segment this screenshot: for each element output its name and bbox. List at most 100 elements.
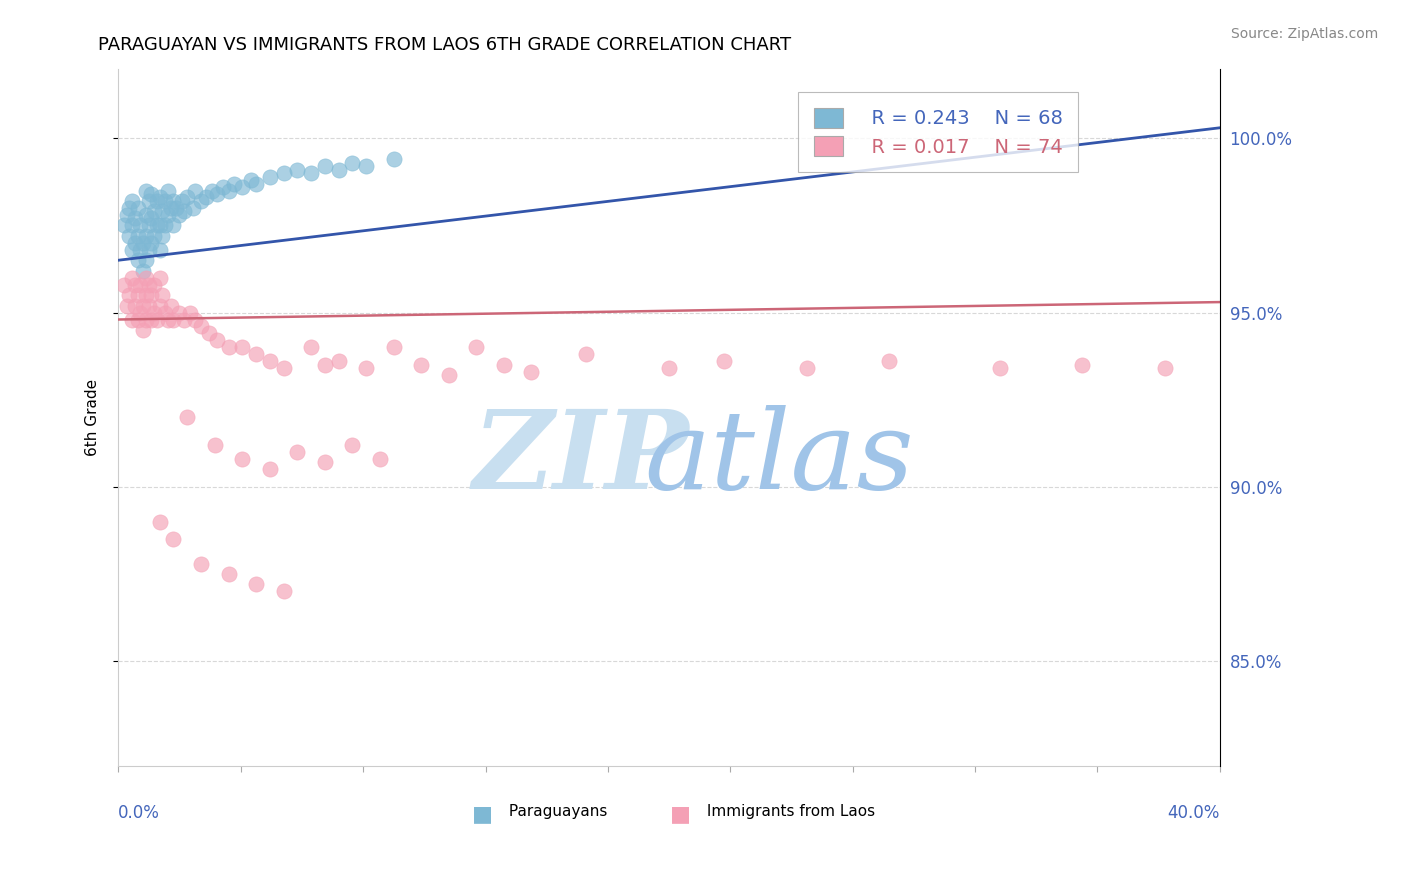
Point [195,190,218,204]
Point [173,204,195,219]
Point [1071,358,1094,372]
Point [118,201,141,215]
Point [259,354,281,368]
Point [115,299,138,313]
Point [153,194,176,208]
Point [167,305,190,319]
Point [382,340,405,354]
Point [1153,361,1175,376]
Point [149,270,172,285]
Point [162,312,184,326]
Point [207,334,229,348]
Point [121,243,143,257]
Text: Immigrants from Laos: Immigrants from Laos [702,804,876,819]
Point [143,204,166,219]
Point [342,438,364,452]
Legend:   R = 0.243    N = 68,   R = 0.017    N = 74: R = 0.243 N = 68, R = 0.017 N = 74 [799,92,1078,172]
Point [314,358,336,372]
Point [152,288,174,302]
Point [124,235,146,250]
Point [207,187,229,202]
Point [153,305,176,319]
Point [190,557,212,571]
Point [156,184,179,198]
Point [143,277,166,292]
Text: Paraguayans: Paraguayans [503,804,607,819]
Point [285,445,308,459]
Point [492,358,515,372]
Point [713,354,735,368]
Point [129,277,152,292]
Point [354,159,377,173]
Point [314,455,336,469]
Point [149,515,172,529]
Point [342,155,364,169]
Point [162,219,184,233]
Point [112,277,135,292]
Point [218,184,240,198]
Point [245,577,267,591]
Point [299,166,322,180]
Point [231,452,253,467]
Point [285,162,308,177]
Point [314,159,336,173]
Point [273,166,295,180]
Point [132,323,155,337]
Point [273,584,295,599]
Text: 0.0%: 0.0% [118,804,160,822]
Point [201,184,224,198]
Point [149,243,172,257]
Point [138,243,160,257]
Point [132,235,155,250]
Point [231,180,253,194]
Point [149,190,172,204]
Point [141,312,163,326]
Point [149,299,172,313]
Point [245,177,267,191]
Text: atlas: atlas [644,405,914,513]
Point [121,312,143,326]
Point [138,194,160,208]
Point [176,190,198,204]
Point [135,270,157,285]
Point [162,194,184,208]
Point [273,361,295,376]
Point [132,299,155,313]
Point [239,173,262,187]
Point [796,361,818,376]
Point [879,354,901,368]
Point [173,312,195,326]
Point [575,347,598,361]
Point [204,438,226,452]
Point [520,365,543,379]
Point [127,253,149,268]
Point [167,208,190,222]
Point [121,219,143,233]
Point [118,228,141,243]
Text: Source: ZipAtlas.com: Source: ZipAtlas.com [1230,27,1378,41]
Point [162,532,184,546]
Point [124,277,146,292]
Point [231,340,253,354]
Text: ■: ■ [671,804,692,824]
Point [176,410,198,425]
Point [184,184,207,198]
Point [354,361,377,376]
Point [159,299,181,313]
Point [141,288,163,302]
Point [115,208,138,222]
Text: PARAGUAYAN VS IMMIGRANTS FROM LAOS 6TH GRADE CORRELATION CHART: PARAGUAYAN VS IMMIGRANTS FROM LAOS 6TH G… [98,36,792,54]
Point [165,201,187,215]
Point [121,270,143,285]
Point [170,194,193,208]
Point [129,243,152,257]
Point [988,361,1011,376]
Point [127,288,149,302]
Point [124,211,146,226]
Point [245,347,267,361]
Point [368,452,391,467]
Point [135,288,157,302]
Point [138,219,160,233]
Point [118,288,141,302]
Point [129,305,152,319]
